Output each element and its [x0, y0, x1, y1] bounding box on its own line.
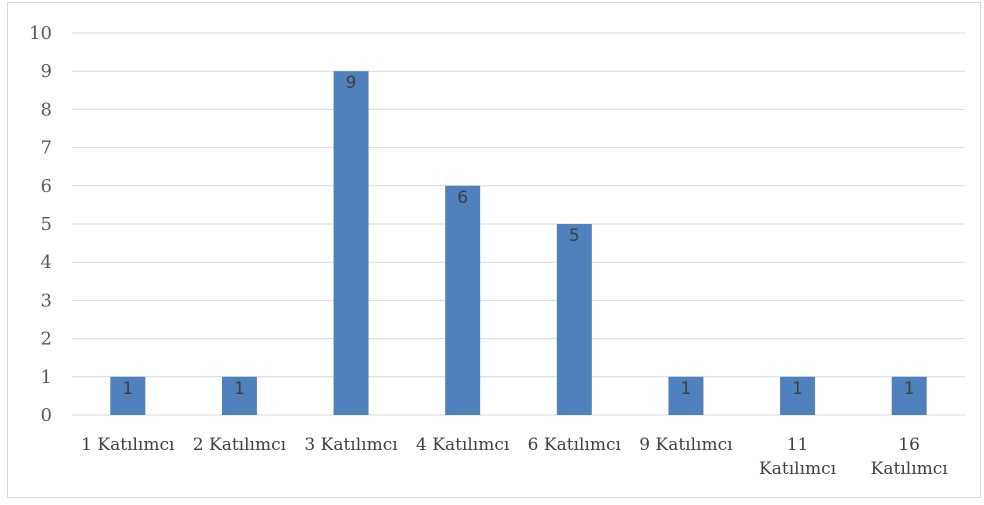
data-label: 1: [122, 379, 133, 399]
x-tick-label: 3 Katılımcı: [304, 435, 398, 455]
bar: [891, 376, 927, 415]
y-tick-label: 0: [41, 405, 52, 426]
data-label: 6: [457, 188, 468, 208]
y-tick-label: 8: [41, 99, 52, 120]
y-tick-label: 2: [41, 329, 52, 350]
data-label: 1: [904, 379, 915, 399]
bar: [221, 376, 257, 415]
x-tick-label: Katılımcı: [759, 459, 837, 479]
y-tick-label: 3: [41, 290, 52, 311]
y-tick-label: 10: [29, 23, 52, 44]
y-tick-label: 7: [41, 138, 52, 159]
data-label: 1: [234, 379, 245, 399]
bar: [445, 185, 481, 415]
y-tick-label: 1: [41, 367, 52, 388]
y-tick-label: 6: [41, 176, 52, 197]
x-tick-label: 2 Katılımcı: [193, 435, 287, 455]
x-tick-label: 1 Katılımcı: [81, 435, 175, 455]
x-tick-label: 9 Katılımcı: [639, 435, 733, 455]
bar: [668, 376, 704, 415]
y-tick-label: 5: [41, 214, 52, 235]
x-tick-label: 6 Katılımcı: [528, 435, 622, 455]
bar: [333, 71, 369, 415]
bar: [556, 224, 592, 415]
x-tick-label: 11: [787, 435, 809, 455]
data-label: 9: [346, 73, 357, 93]
x-tick-label: 4 Katılımcı: [416, 435, 510, 455]
y-tick-label: 9: [41, 61, 52, 82]
x-tick-label: 16: [898, 435, 920, 455]
data-label: 5: [569, 226, 580, 246]
bar: [780, 376, 816, 415]
bar: [110, 376, 146, 415]
data-label: 1: [681, 379, 692, 399]
y-tick-label: 4: [41, 252, 52, 273]
data-label: 1: [792, 379, 803, 399]
x-tick-label: Katılımcı: [871, 459, 949, 479]
